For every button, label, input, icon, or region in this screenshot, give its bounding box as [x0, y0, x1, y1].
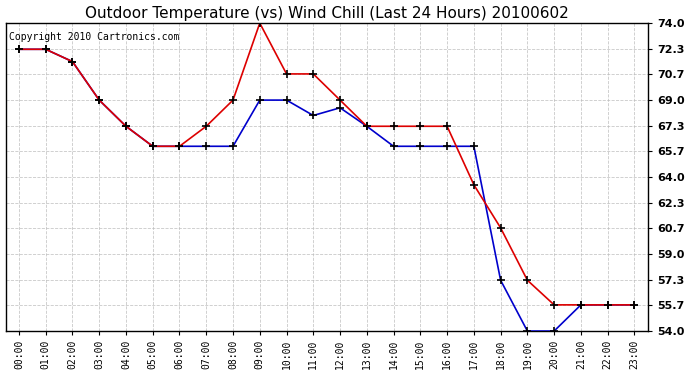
Text: Copyright 2010 Cartronics.com: Copyright 2010 Cartronics.com	[9, 32, 179, 42]
Title: Outdoor Temperature (vs) Wind Chill (Last 24 Hours) 20100602: Outdoor Temperature (vs) Wind Chill (Las…	[85, 6, 569, 21]
